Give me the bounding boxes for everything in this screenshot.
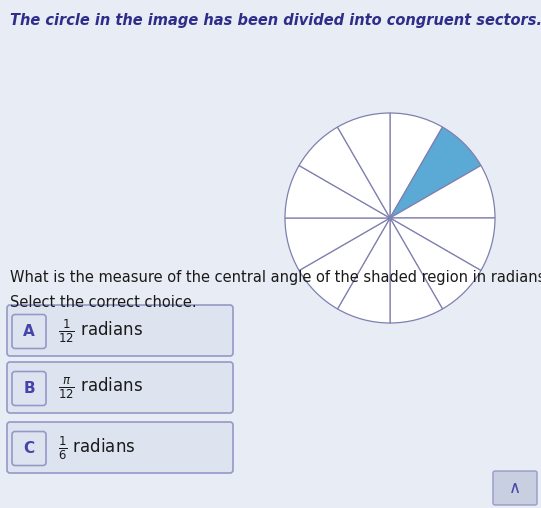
Wedge shape [338, 218, 390, 323]
Text: $\frac{1}{6}$ radians: $\frac{1}{6}$ radians [58, 435, 136, 462]
FancyBboxPatch shape [493, 471, 537, 505]
Wedge shape [299, 218, 390, 309]
Wedge shape [299, 127, 390, 218]
Wedge shape [390, 218, 443, 323]
FancyBboxPatch shape [12, 314, 46, 348]
FancyBboxPatch shape [12, 431, 46, 465]
Text: The circle in the image has been divided into congruent sectors.: The circle in the image has been divided… [10, 13, 541, 28]
Text: $\frac{\pi}{12}$ radians: $\frac{\pi}{12}$ radians [58, 376, 143, 401]
Text: $\frac{1}{12}$ radians: $\frac{1}{12}$ radians [58, 318, 143, 345]
Text: A: A [23, 324, 35, 339]
Wedge shape [390, 127, 481, 218]
FancyBboxPatch shape [7, 305, 233, 356]
Text: B: B [23, 381, 35, 396]
Wedge shape [390, 218, 481, 309]
Wedge shape [390, 218, 495, 270]
Wedge shape [285, 218, 390, 270]
Text: Select the correct choice.: Select the correct choice. [10, 295, 196, 310]
Text: ∧: ∧ [509, 479, 521, 497]
Wedge shape [285, 166, 390, 218]
Text: What is the measure of the central angle of the shaded region in radians?: What is the measure of the central angle… [10, 270, 541, 285]
FancyBboxPatch shape [12, 371, 46, 405]
Wedge shape [390, 166, 495, 218]
Wedge shape [390, 113, 443, 218]
Wedge shape [338, 113, 390, 218]
Text: C: C [23, 441, 35, 456]
FancyBboxPatch shape [7, 362, 233, 413]
FancyBboxPatch shape [7, 422, 233, 473]
